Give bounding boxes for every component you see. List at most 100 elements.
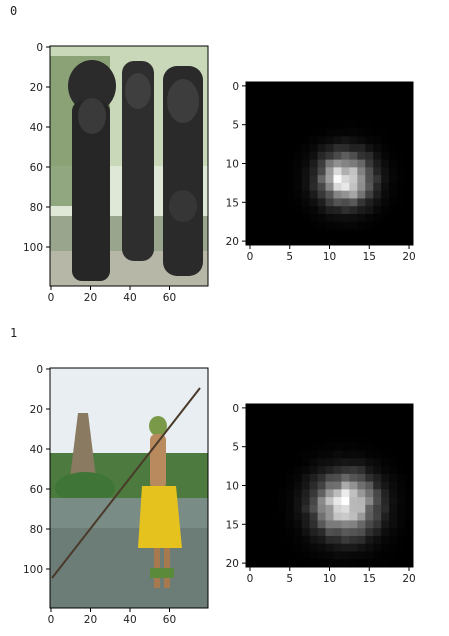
heatmap-cell [341, 151, 350, 161]
heatmap-cell [246, 97, 255, 106]
heatmap-cell [373, 213, 382, 223]
heatmap-cell [269, 175, 279, 184]
heatmap-cell [246, 543, 255, 552]
heatmap-cell [246, 167, 255, 176]
heatmap-cell [397, 543, 406, 552]
heatmap-cell [253, 419, 263, 428]
heatmap-cell [293, 89, 303, 99]
heatmap-cell [269, 229, 279, 238]
heatmap-cell [389, 175, 398, 184]
heatmap-cell [357, 144, 366, 153]
heatmap-cell [381, 512, 390, 521]
heatmap-cell [389, 213, 398, 223]
heatmap-cell [301, 427, 311, 436]
heatmap-cell [349, 512, 358, 521]
heatmap-cell [373, 120, 382, 130]
heatmap-cell [405, 190, 414, 199]
heatmap-cell [389, 427, 398, 436]
heatmap-cell [317, 136, 327, 145]
heatmap-cell [325, 136, 334, 145]
heatmap-cell [405, 175, 414, 184]
heatmap-cell [317, 128, 327, 137]
heatmap-cell [277, 559, 287, 568]
y-tick-label: 10 [226, 159, 239, 171]
heatmap-cell [389, 221, 398, 230]
heatmap-cell [277, 551, 287, 560]
heatmap-cell [333, 221, 342, 230]
y-tick-label: 20 [226, 236, 239, 248]
heatmap-cell [357, 442, 366, 452]
heatmap-cell [317, 504, 327, 514]
heatmap-cell [317, 198, 327, 207]
heatmap-cell [325, 481, 334, 490]
heatmap-cell [333, 442, 342, 452]
heatmap-cell [261, 559, 271, 568]
heatmap-cell [285, 481, 295, 490]
heatmap-cell [301, 120, 311, 130]
heatmap-cell [349, 504, 358, 514]
heatmap-cell [325, 419, 334, 428]
heatmap-cell [349, 466, 358, 475]
heatmap-cell [269, 427, 279, 436]
heatmap-cell [333, 144, 342, 153]
heatmap-cell [269, 182, 279, 192]
heatmap-cell [277, 497, 287, 506]
heatmap-cell [246, 113, 255, 122]
heatmap-cell [309, 128, 319, 137]
heatmap-cell [285, 82, 295, 91]
x-tick-label: 5 [286, 251, 293, 263]
heatmap-cell [301, 504, 311, 514]
heatmap-cell [285, 535, 295, 545]
heatmap-cell [261, 159, 271, 168]
heatmap-cell [373, 528, 382, 537]
heatmap-cell [293, 213, 303, 223]
heatmap-cell [373, 404, 382, 413]
heatmap-cell [253, 89, 263, 99]
heatmap-cell [301, 206, 311, 215]
heatmap-cell [317, 481, 327, 490]
heatmap-cell [261, 182, 271, 192]
heatmap-cell [349, 198, 358, 207]
heatmap-cell [301, 551, 311, 560]
heatmap-cell [285, 559, 295, 568]
heatmap-cell [325, 466, 334, 475]
heatmap-cell [341, 89, 350, 99]
heatmap-cell [269, 198, 279, 207]
heatmap-cell [397, 159, 406, 168]
heatmap-cell [405, 435, 414, 444]
heatmap-cell [349, 458, 358, 467]
heatmap-cell [277, 512, 287, 521]
heatmap-cell [365, 175, 374, 184]
heatmap-cell [253, 206, 263, 215]
heatmap-cell [349, 442, 358, 452]
heatmap-cell [261, 504, 271, 514]
heatmap-cell [269, 206, 279, 215]
heatmap-cell [301, 489, 311, 498]
heatmap-cell [405, 89, 414, 99]
heatmap-cell [277, 182, 287, 192]
heatmap-cell [261, 489, 271, 498]
heatmap-cell [301, 89, 311, 99]
heatmap-cell [246, 497, 255, 506]
heatmap-cell [397, 481, 406, 490]
heatmap-cell [277, 543, 287, 552]
heatmap-cell [253, 237, 263, 246]
heatmap-cell [333, 528, 342, 537]
heatmap-cell [333, 190, 342, 199]
heatmap-cell [317, 97, 327, 106]
heatmap-cell [246, 512, 255, 521]
heatmap-cell [389, 435, 398, 444]
heatmap-cell [309, 175, 319, 184]
heatmap-cell [333, 466, 342, 475]
heatmap-cell [285, 543, 295, 552]
heatmap-cell [253, 427, 263, 436]
x-tick-label: 0 [48, 614, 55, 626]
heatmap-cell [333, 182, 342, 192]
heatmap-cell [293, 159, 303, 168]
heatmap-cell [325, 182, 334, 192]
heatmap-cell [253, 182, 263, 192]
heatmap-cell [341, 136, 350, 145]
heatmap-cell [381, 182, 390, 192]
heatmap-cell [301, 198, 311, 207]
x-tick-label: 15 [363, 573, 376, 585]
